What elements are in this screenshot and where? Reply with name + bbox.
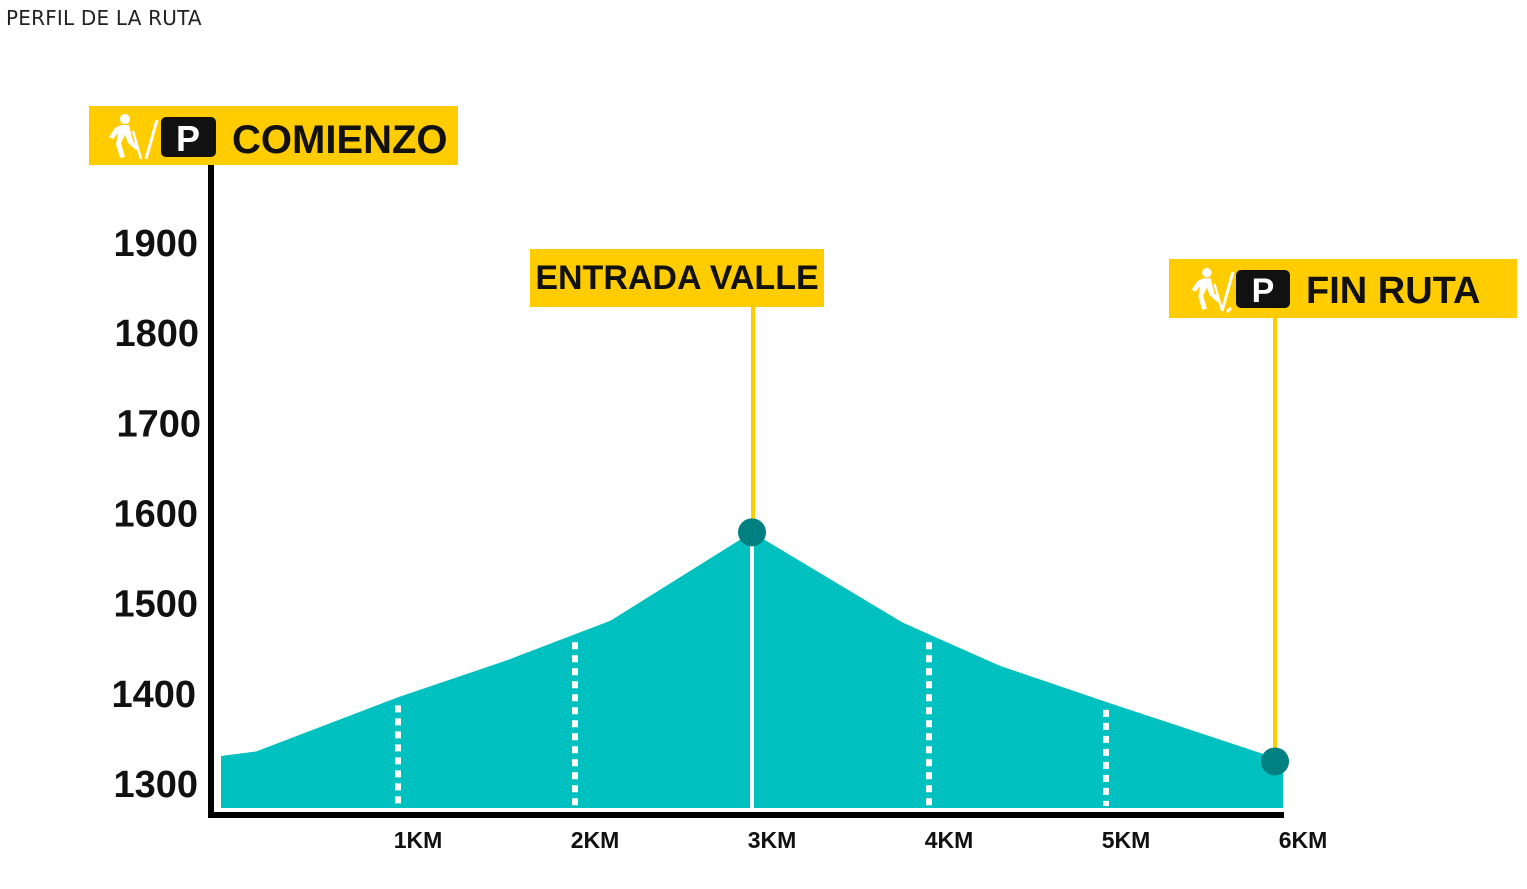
slash-divider-long bbox=[144, 119, 159, 160]
mid-marker-dot bbox=[738, 518, 766, 547]
slash-divider-long bbox=[1220, 271, 1235, 312]
end-marker-dot bbox=[1261, 747, 1289, 776]
x-tick-label: 6KM bbox=[1279, 827, 1328, 853]
x-tick-label: 2KM bbox=[571, 827, 620, 853]
end-marker-label: FIN RUTA bbox=[1306, 270, 1481, 312]
mid-marker-label-bg bbox=[530, 249, 824, 307]
slash-divider bbox=[1225, 306, 1233, 314]
x-tick-label: 3KM bbox=[748, 827, 797, 853]
y-tick-label: 1600 bbox=[113, 494, 198, 536]
y-tick-label: 1900 bbox=[113, 223, 198, 265]
parking-icon bbox=[161, 117, 216, 157]
y-tick-label: 1500 bbox=[113, 584, 198, 626]
x-tick-label: 1KM bbox=[394, 827, 443, 853]
x-tick-label: 5KM bbox=[1102, 827, 1151, 853]
start-marker-label: COMIENZO bbox=[232, 118, 448, 162]
x-tick-label: 4KM bbox=[925, 827, 974, 853]
page-title: PERFIL DE LA RUTA bbox=[6, 6, 202, 30]
y-tick-label: 1700 bbox=[116, 403, 201, 445]
y-tick-label: 1300 bbox=[113, 764, 198, 806]
parking-icon bbox=[1236, 270, 1290, 308]
mid-marker-label: ENTRADA VALLE bbox=[535, 259, 818, 297]
start-marker-label-bg bbox=[89, 106, 458, 165]
parking-symbol: P bbox=[176, 118, 200, 159]
y-tick-label: 1400 bbox=[111, 674, 196, 716]
y-tick-label: 1800 bbox=[114, 313, 199, 355]
parking-symbol: P bbox=[1252, 272, 1275, 310]
